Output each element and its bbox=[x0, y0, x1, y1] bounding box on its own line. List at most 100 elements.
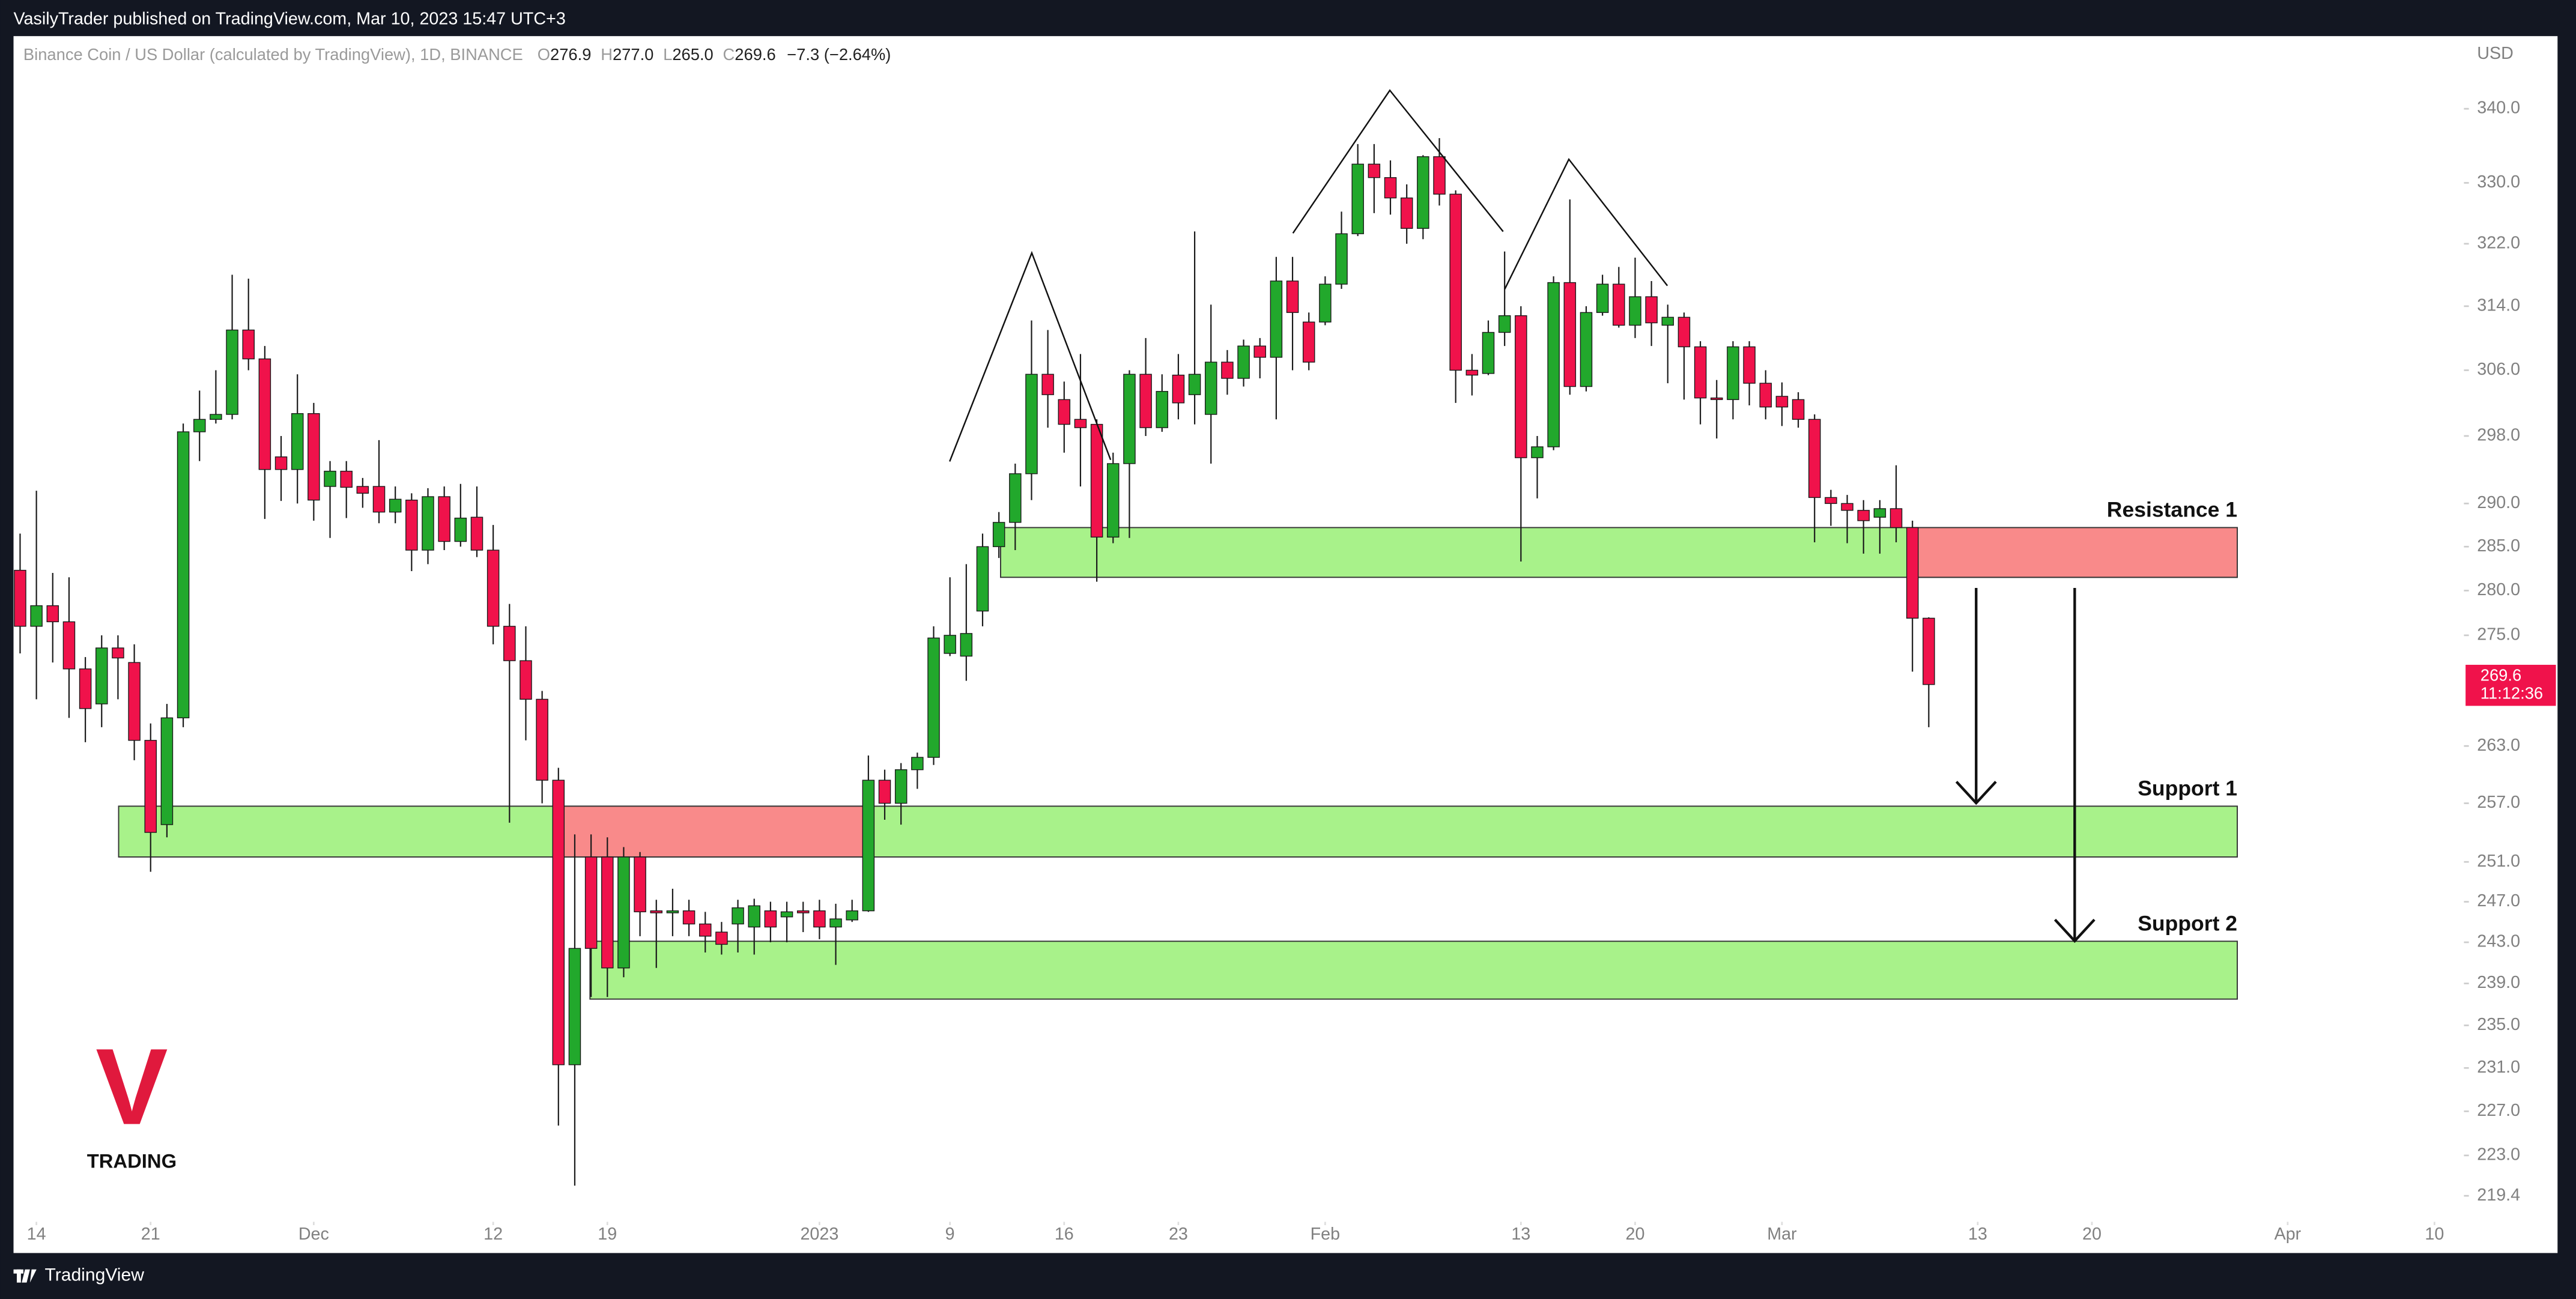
candle-body bbox=[960, 633, 973, 657]
y-tick-label: 314.0 bbox=[2477, 295, 2520, 315]
y-tick-label: 223.0 bbox=[2477, 1145, 2520, 1164]
y-tick-label: 219.4 bbox=[2477, 1185, 2520, 1205]
candle-body bbox=[568, 948, 581, 1065]
y-tick-label: 322.0 bbox=[2477, 233, 2520, 252]
candle-body bbox=[1613, 283, 1625, 326]
candle-body bbox=[813, 910, 826, 928]
candle-body bbox=[454, 517, 467, 542]
candle-body bbox=[1661, 316, 1674, 326]
candle-body bbox=[1629, 296, 1641, 326]
candle-body bbox=[1433, 156, 1446, 195]
candle-body bbox=[128, 662, 141, 741]
footer-brand: TradingView bbox=[44, 1265, 144, 1285]
candle-body bbox=[732, 907, 744, 925]
candle-body bbox=[715, 931, 728, 945]
candle-body bbox=[160, 717, 174, 825]
y-tick-label: 275.0 bbox=[2477, 625, 2520, 644]
candle-body bbox=[1449, 193, 1462, 371]
publisher: VasilyTrader published on TradingView.co… bbox=[14, 9, 566, 28]
candle-body bbox=[1319, 283, 1332, 322]
candle-body bbox=[1694, 346, 1707, 399]
candle-body bbox=[1645, 296, 1658, 324]
candle-body bbox=[1335, 233, 1348, 285]
y-tick-label: 285.0 bbox=[2477, 536, 2520, 556]
candle-body bbox=[1841, 503, 1853, 511]
candle-body bbox=[1515, 315, 1527, 458]
candle-body bbox=[1188, 374, 1201, 395]
candle-body bbox=[748, 905, 760, 928]
arrow-head bbox=[1955, 781, 1997, 805]
ohlc-key: C bbox=[723, 45, 735, 64]
candle-body bbox=[617, 856, 630, 969]
candle-body bbox=[1204, 362, 1217, 415]
x-tick-label: 23 bbox=[1169, 1225, 1188, 1244]
candle-body bbox=[764, 910, 777, 928]
zone bbox=[589, 940, 2238, 1000]
x-tick-label: 14 bbox=[27, 1225, 46, 1244]
candle-body bbox=[1759, 383, 1772, 408]
candle-body bbox=[829, 918, 842, 928]
x-tick-label: 16 bbox=[1055, 1225, 1074, 1244]
logo-shape bbox=[16, 1269, 21, 1283]
ohlc-key: O bbox=[538, 45, 550, 64]
candle-body bbox=[242, 329, 255, 360]
right-shoulder bbox=[1504, 157, 1668, 289]
candle-body bbox=[650, 910, 663, 913]
candle-body bbox=[1465, 369, 1479, 376]
ohlc-value: 269.6 bbox=[735, 45, 775, 64]
candle-body bbox=[1417, 156, 1429, 229]
candle-body bbox=[1156, 391, 1169, 428]
candle-body bbox=[1906, 527, 1919, 619]
candle-body bbox=[1221, 362, 1234, 379]
candle-body bbox=[1384, 177, 1397, 199]
ohlc-value: 265.0 bbox=[672, 45, 713, 64]
candle-body bbox=[862, 780, 875, 912]
candle-body bbox=[878, 780, 891, 804]
y-tick-label: 330.0 bbox=[2477, 172, 2520, 192]
x-tick-label: 9 bbox=[945, 1225, 955, 1244]
x-tick-label: 12 bbox=[483, 1225, 503, 1244]
candle-body bbox=[258, 358, 271, 470]
x-tick-label: Feb bbox=[1311, 1225, 1340, 1244]
candle-body bbox=[486, 550, 500, 627]
y-tick-label: 239.0 bbox=[2477, 973, 2520, 992]
candle-body bbox=[1727, 346, 1739, 401]
change: −7.3 (−2.64%) bbox=[787, 45, 891, 64]
candle-body bbox=[1351, 163, 1364, 234]
candle-body bbox=[470, 516, 483, 551]
candle-body bbox=[1139, 374, 1152, 428]
candle-body bbox=[389, 498, 402, 513]
x-tick-label: 10 bbox=[2425, 1225, 2444, 1244]
candle-body bbox=[1058, 399, 1071, 425]
candle-body bbox=[1286, 280, 1299, 313]
candle-body bbox=[1775, 396, 1789, 408]
candle-body bbox=[1808, 419, 1821, 498]
candle-body bbox=[308, 413, 320, 501]
candle-body bbox=[79, 668, 92, 709]
candle-body bbox=[46, 605, 59, 623]
candle-body bbox=[1596, 283, 1609, 313]
y-tick-label: 231.0 bbox=[2477, 1058, 2520, 1077]
candle-body bbox=[1253, 345, 1266, 358]
candle-body bbox=[944, 635, 956, 654]
candle-body bbox=[1531, 446, 1544, 458]
zone-label: Resistance 1 bbox=[2107, 498, 2237, 522]
candle-body bbox=[796, 910, 810, 913]
candle-body bbox=[1677, 316, 1691, 348]
candle-body bbox=[1711, 397, 1723, 401]
plot-background bbox=[13, 36, 2558, 1253]
candle-body bbox=[1498, 315, 1511, 333]
y-tick-label: 290.0 bbox=[2477, 493, 2520, 512]
candle-body bbox=[846, 910, 858, 921]
candle-body bbox=[210, 414, 222, 420]
y-tick-label: 306.0 bbox=[2477, 360, 2520, 379]
zone-broken bbox=[1913, 527, 2238, 578]
candle-body bbox=[1041, 374, 1054, 395]
candle-body bbox=[976, 546, 989, 612]
candle-body bbox=[634, 856, 646, 913]
symbol: Binance Coin / US Dollar (calculated by … bbox=[23, 45, 523, 64]
candle-body bbox=[1857, 510, 1870, 521]
y-tick-label: 263.0 bbox=[2477, 736, 2520, 755]
candle-body bbox=[422, 496, 434, 551]
